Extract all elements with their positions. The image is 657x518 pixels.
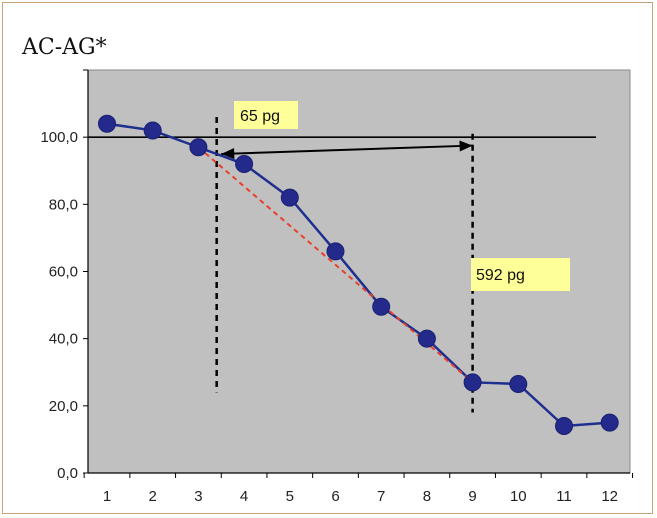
- y-tick-label: 20,0: [49, 398, 78, 415]
- annotation-592pg: 592 pg: [471, 258, 570, 291]
- data-point: [509, 375, 528, 394]
- data-point: [280, 188, 299, 207]
- x-tick-label: 9: [468, 488, 476, 505]
- x-tick-label: 11: [556, 488, 572, 505]
- y-tick-label: 0,0: [57, 465, 78, 482]
- annotation-65pg-label: 65 pg: [240, 108, 280, 125]
- data-point: [600, 413, 619, 432]
- data-point: [189, 138, 208, 157]
- annotation-592pg-box: [471, 258, 570, 291]
- data-point: [98, 114, 116, 133]
- data-point: [143, 121, 162, 140]
- y-tick-label: 100,0: [40, 129, 78, 146]
- x-tick-label: 1: [103, 488, 111, 505]
- annotation-65pg-box: [234, 101, 298, 129]
- data-point: [326, 242, 345, 261]
- data-point: [372, 297, 391, 316]
- data-point: [463, 373, 482, 392]
- arrow-head-right: [459, 140, 473, 152]
- x-tick-label: 6: [331, 488, 339, 505]
- data-point: [417, 329, 436, 348]
- y-tick-label: 60,0: [49, 264, 78, 281]
- annotation-592pg-label: 592 pg: [476, 267, 525, 284]
- x-tick-label: 7: [377, 488, 385, 505]
- y-tick-label: 80,0: [49, 196, 78, 213]
- x-tick-label: 8: [423, 488, 431, 505]
- data-point: [555, 416, 573, 435]
- arrow-shaft: [221, 144, 473, 155]
- x-tick-label: 4: [240, 488, 248, 505]
- arrow-head-left: [221, 148, 235, 160]
- x-tick-label: 2: [149, 488, 157, 505]
- y-tick-label: 40,0: [49, 331, 78, 348]
- annotation-65pg: 65 pg: [234, 101, 298, 129]
- chart-title: AC-AG*: [21, 35, 107, 60]
- x-tick-label: 3: [194, 488, 202, 505]
- x-tick-label: 12: [601, 488, 618, 505]
- data-point: [235, 155, 254, 174]
- x-tick-label: 10: [510, 488, 527, 505]
- x-tick-label: 5: [286, 488, 294, 505]
